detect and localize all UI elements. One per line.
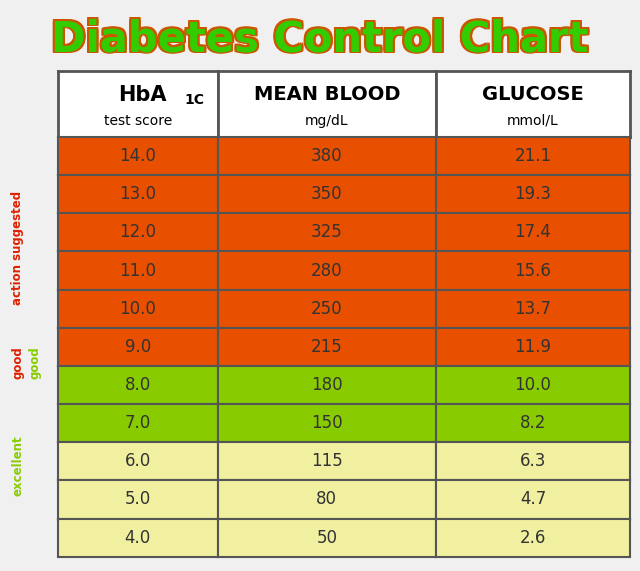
Text: action suggested: action suggested — [12, 191, 24, 305]
Text: Diabetes Control Chart: Diabetes Control Chart — [53, 17, 591, 59]
Text: excellent: excellent — [12, 435, 24, 496]
Text: 150: 150 — [311, 414, 342, 432]
Text: 180: 180 — [311, 376, 342, 394]
Text: 50: 50 — [316, 529, 337, 546]
Text: HbA: HbA — [118, 85, 167, 105]
Text: Diabetes Control Chart: Diabetes Control Chart — [49, 17, 587, 59]
Text: good: good — [12, 346, 24, 379]
Text: 14.0: 14.0 — [119, 147, 156, 165]
Text: Diabetes Control Chart: Diabetes Control Chart — [51, 17, 589, 59]
Text: test score: test score — [104, 114, 172, 128]
Text: 12.0: 12.0 — [119, 223, 156, 242]
Text: mg/dL: mg/dL — [305, 114, 349, 128]
Text: 115: 115 — [311, 452, 342, 471]
Text: 6.0: 6.0 — [125, 452, 151, 471]
Text: 8.2: 8.2 — [520, 414, 546, 432]
Text: Diabetes Control Chart: Diabetes Control Chart — [51, 18, 589, 61]
Text: good: good — [29, 346, 42, 379]
Text: 13.0: 13.0 — [119, 185, 156, 203]
Text: 4.7: 4.7 — [520, 490, 546, 509]
Text: 11.9: 11.9 — [515, 338, 552, 356]
Text: 9.0: 9.0 — [125, 338, 151, 356]
Text: 10.0: 10.0 — [119, 300, 156, 317]
Text: 17.4: 17.4 — [515, 223, 552, 242]
Text: 350: 350 — [311, 185, 342, 203]
Text: 19.3: 19.3 — [515, 185, 552, 203]
Text: 250: 250 — [311, 300, 342, 317]
Text: Diabetes Control Chart: Diabetes Control Chart — [53, 18, 591, 61]
Text: 21.1: 21.1 — [515, 147, 552, 165]
Text: 215: 215 — [311, 338, 342, 356]
Text: 6.3: 6.3 — [520, 452, 546, 471]
Text: 10.0: 10.0 — [515, 376, 552, 394]
Text: 380: 380 — [311, 147, 342, 165]
Text: GLUCOSE: GLUCOSE — [482, 85, 584, 104]
Text: 8.0: 8.0 — [125, 376, 151, 394]
Text: Diabetes Control Chart: Diabetes Control Chart — [53, 20, 591, 62]
Text: mmol/L: mmol/L — [507, 114, 559, 128]
Text: 15.6: 15.6 — [515, 262, 552, 280]
Text: 7.0: 7.0 — [125, 414, 151, 432]
Text: MEAN BLOOD: MEAN BLOOD — [253, 85, 400, 104]
Text: 2.6: 2.6 — [520, 529, 546, 546]
Text: Diabetes Control Chart: Diabetes Control Chart — [49, 20, 587, 62]
Text: Diabetes Control Chart: Diabetes Control Chart — [51, 20, 589, 62]
Text: Diabetes Control Chart: Diabetes Control Chart — [49, 18, 587, 61]
Text: 11.0: 11.0 — [119, 262, 156, 280]
Text: 325: 325 — [311, 223, 342, 242]
Text: 280: 280 — [311, 262, 342, 280]
Text: 13.7: 13.7 — [515, 300, 552, 317]
Text: 5.0: 5.0 — [125, 490, 151, 509]
Text: 4.0: 4.0 — [125, 529, 151, 546]
Text: 80: 80 — [316, 490, 337, 509]
Text: 1C: 1C — [184, 93, 204, 107]
